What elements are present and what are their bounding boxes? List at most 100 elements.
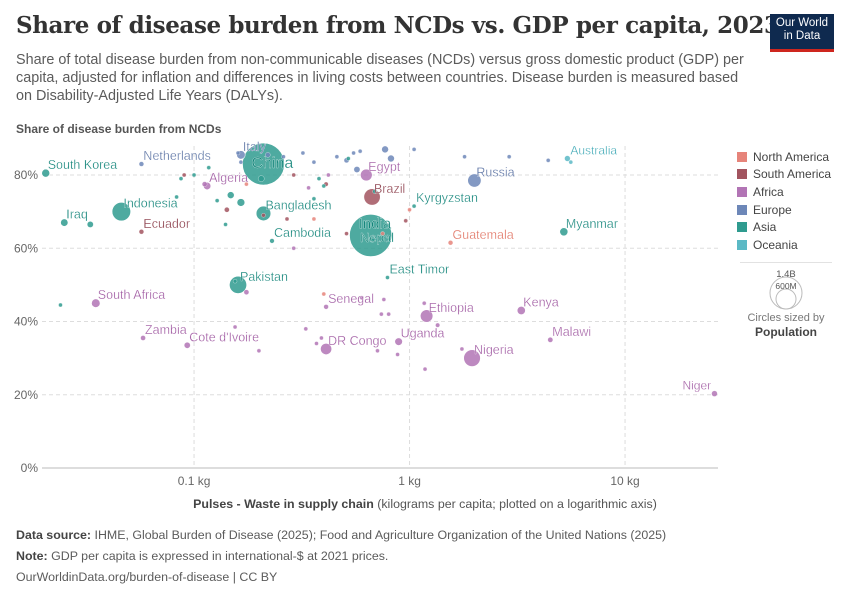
point[interactable] [284, 216, 290, 222]
point[interactable] [326, 172, 331, 178]
point[interactable] [422, 366, 428, 372]
point-dr-congo[interactable] [320, 343, 333, 355]
point[interactable] [546, 158, 551, 163]
point[interactable] [379, 312, 384, 317]
point[interactable] [372, 189, 378, 194]
point[interactable] [407, 207, 412, 212]
point-east-timor[interactable] [385, 275, 390, 280]
point[interactable] [403, 218, 408, 223]
point-kenya[interactable] [516, 306, 526, 315]
point[interactable] [462, 154, 467, 159]
point[interactable] [232, 324, 238, 330]
point[interactable] [386, 312, 391, 317]
point[interactable] [311, 216, 317, 222]
point-south-korea[interactable] [41, 168, 51, 178]
point-indonesia[interactable] [111, 202, 131, 222]
point[interactable] [344, 231, 349, 236]
point-zambia[interactable] [140, 335, 146, 341]
point-india[interactable] [349, 213, 393, 257]
point[interactable] [314, 341, 319, 346]
source-url[interactable]: OurWorldinData.org/burden-of-disease | C… [16, 570, 278, 584]
point[interactable] [387, 154, 395, 163]
point-senegal[interactable] [323, 304, 329, 310]
point[interactable] [223, 222, 228, 227]
point-nigeria[interactable] [463, 349, 481, 367]
point[interactable] [281, 154, 286, 159]
point[interactable] [244, 182, 249, 187]
point-australia[interactable] [564, 155, 571, 162]
point[interactable] [311, 196, 317, 201]
point[interactable] [174, 194, 179, 200]
point-guatemala[interactable] [448, 240, 454, 246]
point[interactable] [232, 279, 238, 284]
point-cambodia[interactable] [269, 238, 275, 244]
point[interactable] [300, 150, 306, 156]
point[interactable] [316, 176, 322, 181]
point[interactable] [206, 165, 211, 170]
point-china[interactable] [242, 142, 285, 186]
point[interactable] [238, 160, 244, 165]
point[interactable] [235, 150, 241, 156]
point[interactable] [291, 172, 296, 178]
point-malawi[interactable] [547, 337, 554, 343]
point[interactable] [311, 160, 317, 165]
legend-item-asia[interactable]: Asia [737, 218, 831, 236]
point[interactable] [358, 149, 363, 154]
point-ecuador[interactable] [138, 229, 144, 235]
owid-logo[interactable]: Our World in Data [770, 14, 834, 52]
point[interactable] [319, 335, 324, 341]
point-nepal[interactable] [368, 235, 376, 243]
point[interactable] [381, 297, 387, 302]
point-uganda[interactable] [394, 337, 403, 346]
point[interactable] [261, 213, 266, 218]
point[interactable] [381, 145, 389, 154]
point[interactable] [258, 175, 265, 182]
point[interactable] [353, 166, 361, 173]
legend-item-north-america[interactable]: North America [737, 148, 831, 166]
point[interactable] [459, 346, 465, 352]
point[interactable] [58, 302, 63, 308]
point[interactable] [178, 176, 184, 181]
point[interactable] [256, 348, 262, 353]
point[interactable] [435, 322, 440, 328]
point[interactable] [224, 207, 230, 213]
point[interactable] [214, 198, 220, 203]
point-netherlands[interactable] [138, 161, 144, 167]
point-iraq[interactable] [60, 218, 69, 227]
point-kyrgyzstan[interactable] [411, 203, 417, 209]
point[interactable] [507, 154, 512, 159]
point-south-africa[interactable] [91, 298, 101, 308]
point[interactable] [351, 150, 356, 156]
point[interactable] [291, 246, 296, 251]
point[interactable] [359, 295, 364, 300]
point[interactable] [321, 183, 326, 189]
point-egypt[interactable] [360, 168, 373, 182]
point[interactable] [395, 352, 400, 357]
point[interactable] [334, 154, 340, 159]
point-cote-d-ivoire[interactable] [184, 342, 191, 349]
point[interactable] [346, 156, 351, 161]
legend-item-south-america[interactable]: South America [737, 166, 831, 184]
point[interactable] [321, 291, 326, 297]
point[interactable] [182, 172, 187, 178]
point[interactable] [422, 301, 427, 306]
point[interactable] [87, 221, 94, 228]
point-russia[interactable] [467, 173, 482, 188]
legend-item-oceania[interactable]: Oceania [737, 236, 831, 254]
point[interactable] [243, 289, 250, 295]
point[interactable] [375, 348, 380, 353]
point[interactable] [236, 198, 246, 207]
point[interactable] [265, 152, 271, 158]
point[interactable] [226, 191, 235, 199]
point[interactable] [380, 231, 385, 236]
legend-item-africa[interactable]: Africa [737, 183, 831, 201]
point[interactable] [411, 147, 417, 152]
point-niger[interactable] [711, 390, 718, 397]
point[interactable] [568, 160, 573, 165]
point-ethiopia[interactable] [420, 309, 434, 323]
point[interactable] [306, 185, 311, 190]
point[interactable] [191, 172, 197, 178]
legend-item-europe[interactable]: Europe [737, 201, 831, 219]
point-myanmar[interactable] [559, 227, 569, 237]
point[interactable] [303, 326, 308, 331]
